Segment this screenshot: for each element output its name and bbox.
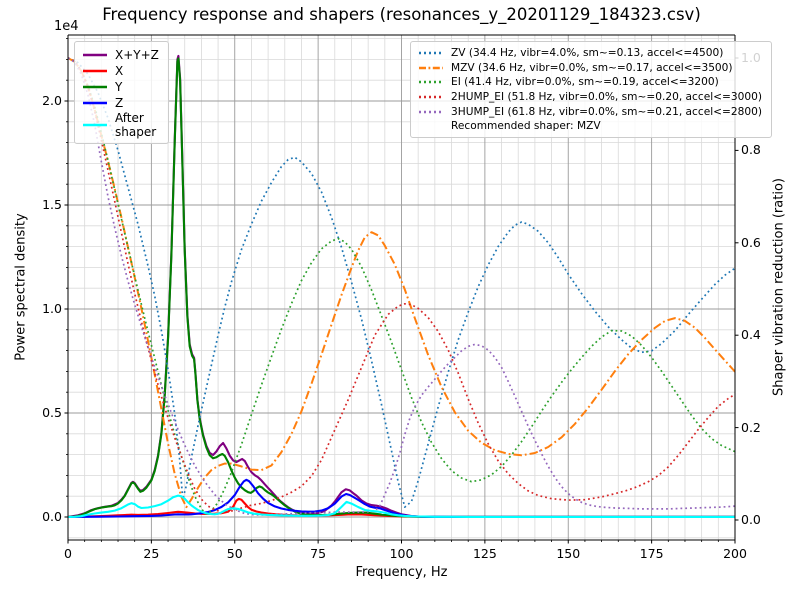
y-left-axis-label: Power spectral density bbox=[13, 213, 29, 361]
legend-swatch-psd_y bbox=[83, 85, 107, 89]
y-left-tick-label: 0.0 bbox=[42, 509, 62, 524]
x-axis-label: Frequency, Hz bbox=[355, 565, 448, 580]
series-mzv bbox=[68, 57, 735, 509]
legend-shapers: ZV (34.4 Hz, vibr=4.0%, sm~=0.13, accel<… bbox=[410, 41, 772, 138]
legend-item-psd_after-label: After shaper bbox=[115, 111, 157, 139]
legend-item-ei-label: EI (41.4 Hz, vibr=0.0%, sm~=0.19, accel<… bbox=[451, 76, 719, 89]
legend-item-zv: ZV (34.4 Hz, vibr=4.0%, sm~=0.13, accel<… bbox=[418, 46, 762, 61]
legend-item-hump3-label: 3HUMP_EI (61.8 Hz, vibr=0.0%, sm~=0.21, … bbox=[451, 105, 762, 118]
legend-item-psd_z: Z bbox=[82, 95, 159, 111]
x-tick-label: 175 bbox=[639, 546, 664, 561]
x-tick-label: 75 bbox=[310, 546, 327, 561]
legend-swatch-mzv bbox=[419, 66, 443, 70]
legend-item-hump2-label: 2HUMP_EI (51.8 Hz, vibr=0.0%, sm~=0.20, … bbox=[451, 91, 762, 104]
legend-item-hump2: 2HUMP_EI (51.8 Hz, vibr=0.0%, sm~=0.20, … bbox=[418, 90, 762, 105]
legend-item-psd_x-label: X bbox=[115, 64, 124, 78]
x-tick-label: 150 bbox=[556, 546, 581, 561]
x-tick-label: 100 bbox=[389, 546, 414, 561]
legend-swatch-psd_sum bbox=[83, 53, 107, 57]
series-psd_after bbox=[68, 494, 735, 519]
legend-item-psd_z-label: Z bbox=[115, 96, 124, 110]
hump3-line-icon bbox=[418, 109, 444, 115]
blank-icon bbox=[418, 123, 444, 129]
psd_z-line-icon bbox=[82, 100, 108, 106]
y-left-offset-text: 1e4 bbox=[54, 19, 79, 34]
x-tick-label: 125 bbox=[472, 546, 497, 561]
series-psd_y bbox=[68, 57, 735, 519]
y-left-tick-label: 2.0 bbox=[42, 93, 62, 108]
y-right-tick-label: 0.2 bbox=[741, 419, 761, 435]
y-right-tick-label: 0.6 bbox=[741, 234, 761, 250]
series-ei bbox=[68, 57, 735, 515]
series-zv bbox=[68, 57, 735, 508]
ei-line-icon bbox=[418, 79, 444, 85]
psd_sum-line-icon bbox=[82, 52, 108, 58]
legend-item-ei: EI (41.4 Hz, vibr=0.0%, sm~=0.19, accel<… bbox=[418, 75, 762, 90]
series-hump2 bbox=[68, 57, 735, 513]
legend-psd: X+Y+Z X Y Z After shaper bbox=[74, 41, 169, 144]
legend-swatch-psd_after bbox=[83, 123, 107, 127]
y-right-axis-label: Shaper vibration reduction (ratio) bbox=[771, 178, 787, 396]
legend-item-mzv-label: MZV (34.6 Hz, vibr=0.0%, sm~=0.17, accel… bbox=[451, 61, 733, 74]
x-tick-label: 200 bbox=[723, 546, 747, 561]
legend-item-mzv: MZV (34.6 Hz, vibr=0.0%, sm~=0.17, accel… bbox=[418, 61, 762, 76]
legend-item-psd_y: Y bbox=[82, 79, 159, 95]
x-tick-label: 50 bbox=[226, 546, 243, 561]
mzv-line-icon bbox=[418, 65, 444, 71]
legend-swatch-ei bbox=[419, 81, 443, 84]
y-right-tick-label: 0.0 bbox=[741, 512, 761, 527]
legend-item-psd_sum: X+Y+Z bbox=[82, 47, 159, 63]
legend-item-psd_after: After shaper bbox=[82, 111, 159, 139]
hump2-line-icon bbox=[418, 94, 444, 100]
legend-recommended-shaper-label: Recommended shaper: MZV bbox=[451, 120, 601, 133]
y-left-tick-label: 1.0 bbox=[42, 301, 62, 316]
psd_y-line-icon bbox=[82, 84, 108, 90]
legend-swatch-psd_z bbox=[83, 101, 107, 105]
legend-swatch-hump2 bbox=[419, 95, 443, 99]
chart-title: Frequency response and shapers (resonanc… bbox=[102, 5, 701, 24]
legend-item-psd_x: X bbox=[82, 63, 159, 79]
series-psd_z bbox=[68, 478, 735, 519]
y-left-tick-label: 1.5 bbox=[42, 197, 62, 212]
legend-swatch-hump3 bbox=[419, 110, 443, 113]
psd_x-line-icon bbox=[82, 68, 108, 74]
legend-recommended-shaper: Recommended shaper: MZV bbox=[418, 119, 762, 134]
y-right-tick-label: 0.4 bbox=[741, 327, 761, 343]
legend-item-psd_sum-label: X+Y+Z bbox=[115, 48, 159, 62]
legend-swatch-psd_x bbox=[83, 69, 107, 73]
zv-line-icon bbox=[418, 50, 444, 56]
legend-item-zv-label: ZV (34.4 Hz, vibr=4.0%, sm~=0.13, accel<… bbox=[451, 47, 724, 60]
y-left-tick-label: 0.5 bbox=[42, 405, 62, 420]
legend-swatch-zv bbox=[419, 52, 443, 55]
psd_after-line-icon bbox=[82, 122, 108, 128]
x-tick-label: 0 bbox=[64, 546, 72, 561]
x-tick-label: 25 bbox=[143, 546, 160, 561]
legend-item-psd_y-label: Y bbox=[115, 80, 123, 94]
legend-item-hump3: 3HUMP_EI (61.8 Hz, vibr=0.0%, sm~=0.21, … bbox=[418, 104, 762, 119]
y-right-tick-label: 0.8 bbox=[741, 142, 761, 158]
